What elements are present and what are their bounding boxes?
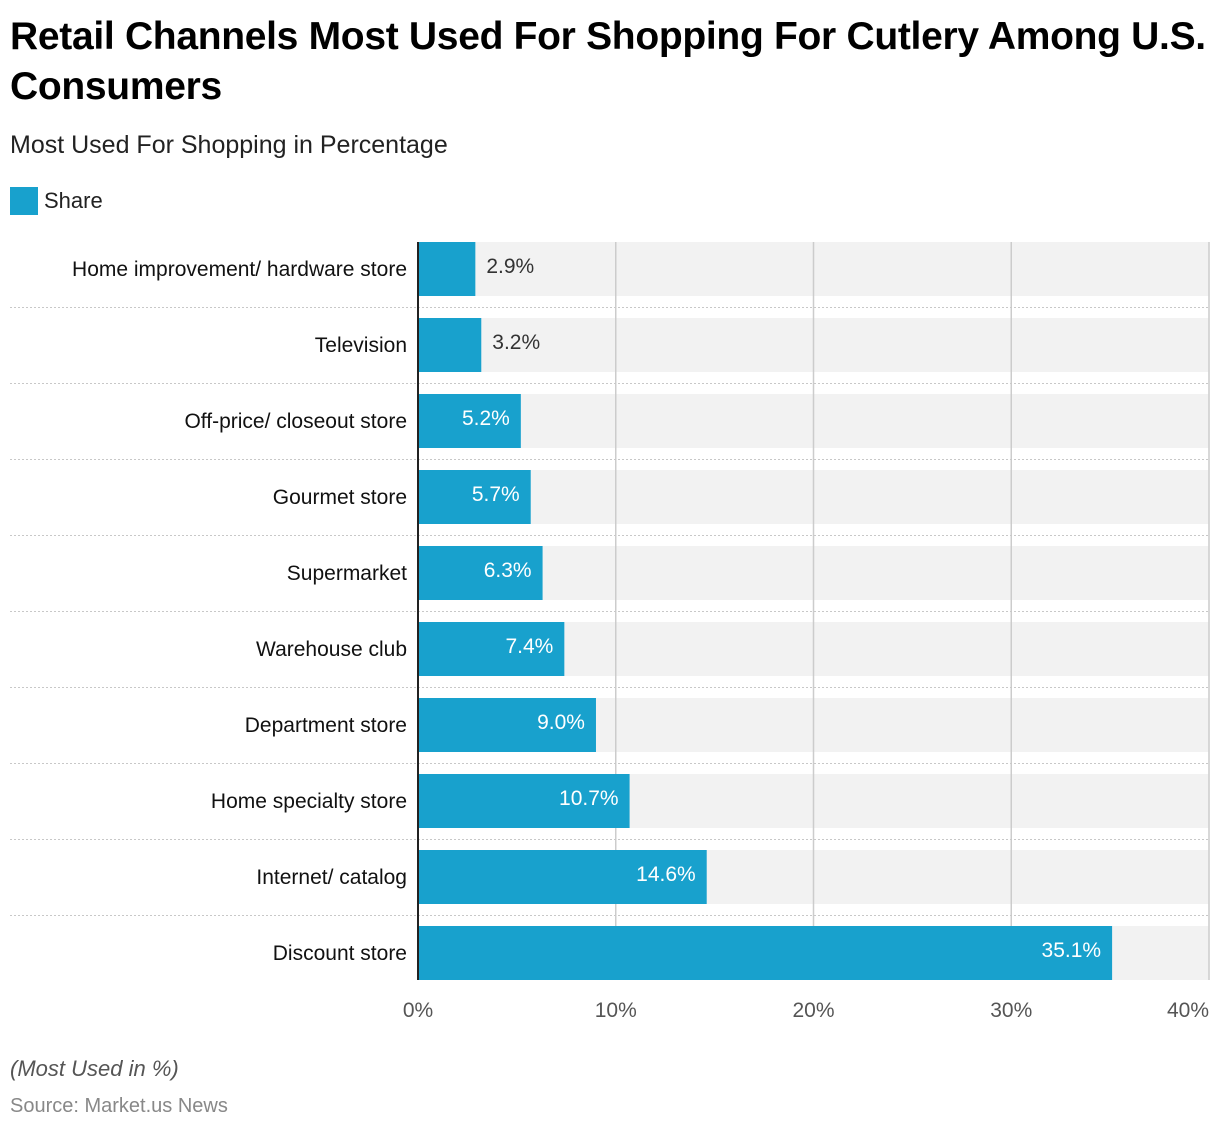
bar: [418, 546, 543, 600]
value-labels: 2.9% 3.2% 5.2% 5.7% 6.3% 7.4% 9.0% 10.7% 14.6% 35…: [462, 255, 1101, 962]
source-credit: Source: Market.us News: [10, 1095, 228, 1117]
value-label: 6.3%: [484, 559, 532, 582]
x-tick-label: 10%: [595, 999, 637, 1022]
footnote: (Most Used in %): [10, 1056, 179, 1081]
category-label: Warehouse club: [256, 638, 407, 661]
legend: Share: [10, 187, 103, 215]
x-tick-label: 20%: [792, 999, 834, 1022]
category-label: Discount store: [273, 942, 407, 965]
value-label: 5.2%: [462, 407, 510, 430]
bar: [418, 242, 476, 296]
bar: [418, 926, 1113, 980]
value-label: 9.0%: [537, 711, 585, 734]
category-label: Internet/ catalog: [256, 866, 407, 889]
category-label: Supermarket: [287, 562, 407, 585]
value-label: 2.9%: [486, 255, 534, 278]
value-label: 7.4%: [505, 635, 553, 658]
x-tick-label: 30%: [990, 999, 1032, 1022]
bar: [418, 850, 707, 904]
x-tick-labels: 0% 10% 20% 30% 40%: [403, 999, 1209, 1022]
category-label: Home improvement/ hardware store: [72, 258, 407, 281]
x-tick-label: 40%: [1167, 999, 1209, 1022]
bar-chart: Home improvement/ hardware store Televisi…: [10, 242, 1210, 1022]
bar: [418, 318, 482, 372]
legend-label: Share: [44, 188, 103, 213]
bar: [418, 394, 521, 448]
category-label: Off-price/ closeout store: [184, 410, 407, 433]
value-label: 10.7%: [559, 787, 619, 810]
category-labels: Home improvement/ hardware store Televisi…: [72, 258, 407, 965]
x-tick-label: 0%: [403, 999, 433, 1022]
value-label: 5.7%: [472, 483, 520, 506]
bars: [418, 242, 1113, 980]
category-label: Television: [315, 334, 407, 357]
value-label: 14.6%: [636, 863, 696, 886]
value-label: 3.2%: [492, 331, 540, 354]
category-label: Gourmet store: [273, 486, 407, 509]
category-label: Department store: [245, 714, 407, 737]
bar: [418, 622, 565, 676]
category-label: Home specialty store: [211, 790, 407, 813]
chart-title: Retail Channels Most Used For Shopping F…: [10, 15, 1206, 108]
legend-swatch: [10, 187, 38, 215]
bar: [418, 774, 630, 828]
value-label: 35.1%: [1042, 939, 1102, 962]
bar: [418, 698, 596, 752]
chart-subtitle: Most Used For Shopping in Percentage: [10, 131, 448, 159]
bar: [418, 470, 531, 524]
